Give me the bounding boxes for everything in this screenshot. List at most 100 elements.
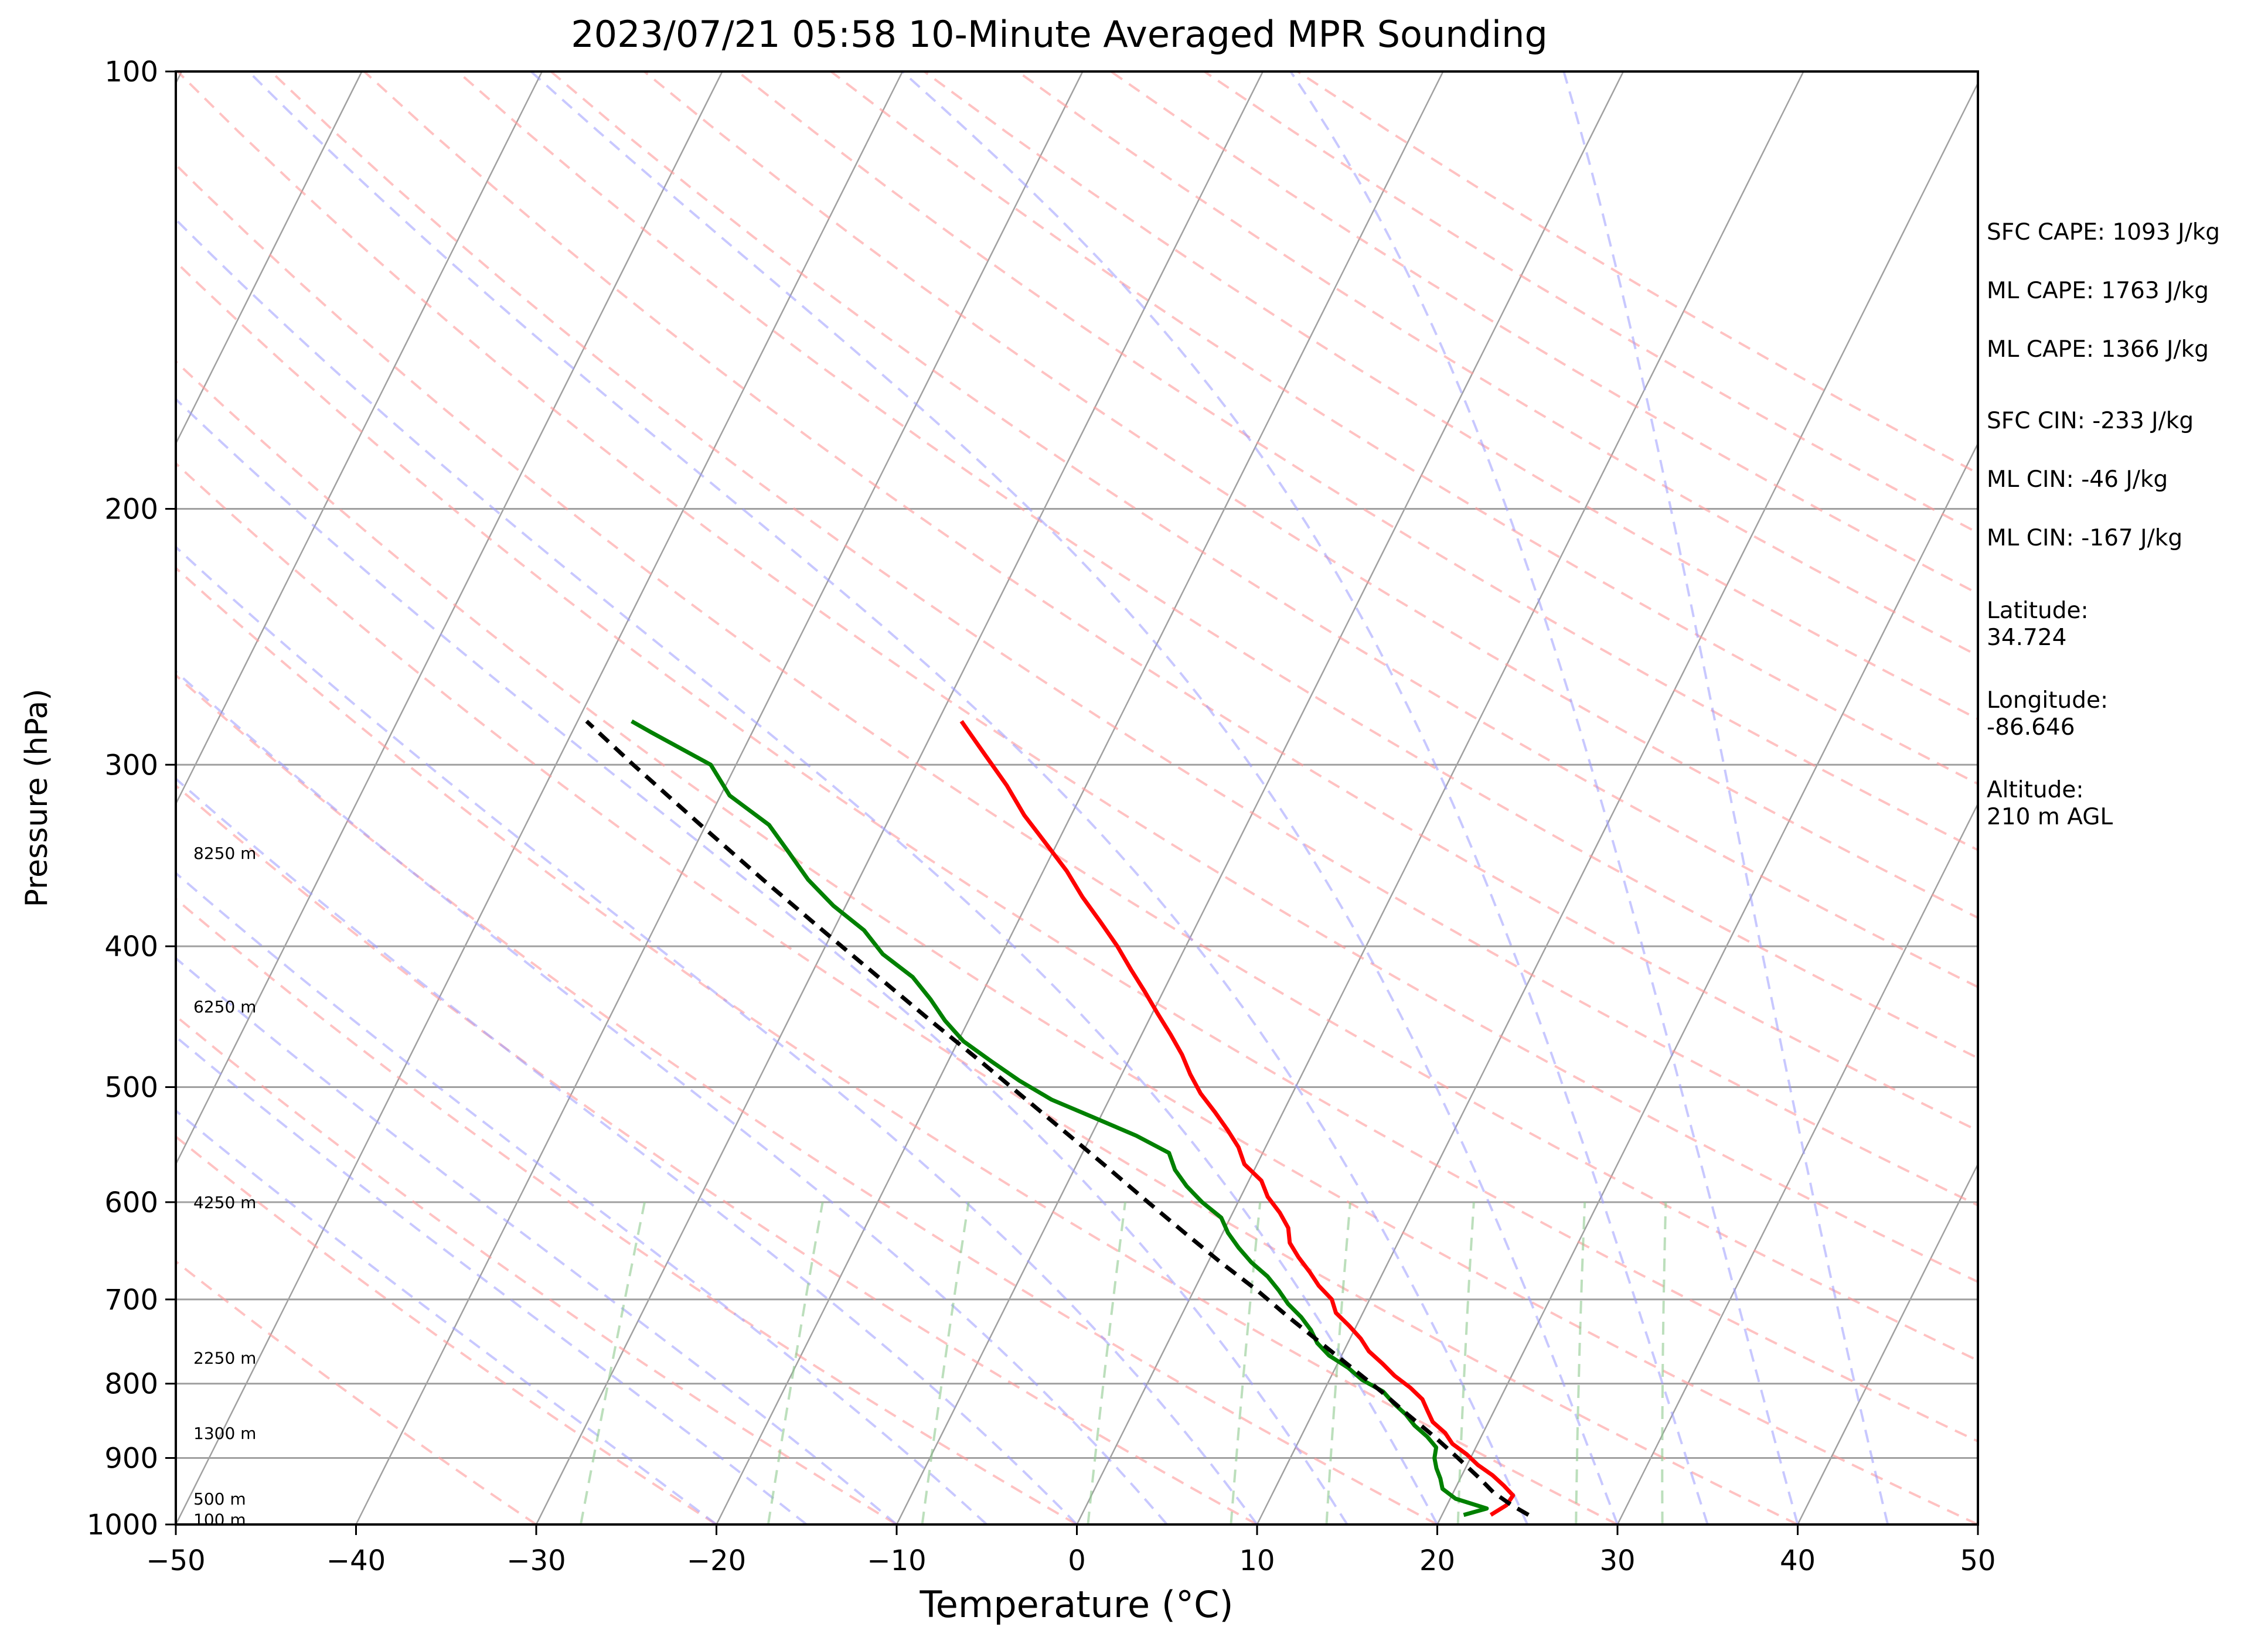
dry-adiabat-line — [176, 566, 1618, 1524]
moist-adiabat-line — [176, 1035, 808, 1524]
y-axis: 100 200 300 400 500 600 700 800 900 1000 — [87, 56, 176, 1541]
moist-adiabat-line — [1562, 71, 1889, 1524]
moist-adiabat-line — [901, 71, 1709, 1524]
moist-adiabat-line — [176, 217, 1439, 1524]
x-tick-label: −20 — [687, 1544, 746, 1577]
altitude-text: Altitude: 210 m AGL — [1987, 777, 2113, 830]
y-tick-label: 600 — [104, 1186, 158, 1219]
x-tick-label: 20 — [1419, 1544, 1455, 1577]
x-tick-label: −30 — [506, 1544, 566, 1577]
mixing-ratio-line — [767, 1202, 824, 1524]
parcel-profile-line — [585, 719, 1530, 1517]
y-axis-label: Pressure (hPa) — [19, 689, 55, 908]
x-tick-label: −50 — [146, 1544, 205, 1577]
moist-adiabat-line — [1289, 71, 1799, 1524]
x-tick-label: 40 — [1780, 1544, 1816, 1577]
dry-adiabat-line — [830, 71, 1978, 786]
background-lines — [0, 71, 1978, 1524]
dry-adiabat-line — [176, 897, 1078, 1524]
y-tick-label: 200 — [104, 493, 158, 526]
ml-cin-text-1: ML CIN: -46 J/kg — [1987, 466, 2168, 493]
dry-adiabat-line — [550, 71, 1978, 988]
longitude-text: Longitude: -86.646 — [1987, 687, 2109, 741]
y-tick-label: 300 — [104, 749, 158, 782]
sfc-cin-text: SFC CIN: -233 J/kg — [1987, 408, 2194, 434]
dry-adiabat-line — [176, 1260, 537, 1524]
isotherm-line — [0, 71, 2, 1524]
moist-adiabat-line — [176, 397, 1348, 1524]
dewpoint-profile-line — [631, 719, 1489, 1517]
moist-adiabat-line — [176, 777, 1078, 1524]
dry-adiabat-line — [176, 784, 1258, 1524]
x-tick-label: 30 — [1599, 1544, 1635, 1577]
x-tick-label: 50 — [1960, 1544, 1995, 1577]
isotherm-line — [176, 71, 543, 806]
y-tick-label: 400 — [104, 930, 158, 963]
mixing-ratio-line — [580, 1202, 646, 1524]
dry-adiabat-line — [176, 462, 1799, 1524]
isotherm-line — [355, 71, 1084, 1524]
height-label: 8250 m — [193, 844, 256, 863]
height-label: 6250 m — [193, 997, 256, 1017]
mixing-ratio-line — [1575, 1202, 1586, 1524]
moist-adiabat-line — [176, 1109, 717, 1524]
plot-frame — [175, 70, 1979, 1526]
x-axis-label: Temperature (°C) — [919, 1583, 1233, 1626]
x-tick-label: −40 — [326, 1544, 386, 1577]
isotherm-line — [1797, 1162, 1978, 1524]
y-tick-label: 100 — [104, 56, 158, 88]
y-tick-label: 500 — [104, 1071, 158, 1104]
sfc-cape-text: SFC CAPE: 1093 J/kg — [1987, 219, 2221, 245]
moist-adiabat-line — [176, 871, 988, 1524]
mixing-ratio-line — [1456, 1202, 1475, 1524]
dry-adiabat-line — [363, 71, 1978, 1133]
dry-adiabat-line — [176, 673, 1438, 1524]
dry-adiabat-line — [176, 360, 1978, 1524]
mixing-ratio-line — [1230, 1202, 1262, 1524]
dry-adiabat-line — [1017, 71, 1978, 657]
temperature-profile-line — [959, 719, 1516, 1517]
latitude-text: Latitude: 34.724 — [1987, 598, 2089, 651]
x-tick-label: 10 — [1239, 1544, 1275, 1577]
y-tick-label: 1000 — [87, 1509, 158, 1541]
isotherm-line — [176, 71, 904, 1524]
moist-adiabat-line — [176, 956, 898, 1524]
x-tick-label: 0 — [1068, 1544, 1086, 1577]
height-label: 4250 m — [193, 1193, 256, 1212]
isotherm-line — [716, 71, 1444, 1524]
x-tick-label: −10 — [867, 1544, 926, 1577]
height-label: 2250 m — [193, 1349, 256, 1368]
height-label: 1300 m — [193, 1424, 256, 1443]
isotherm-line — [1616, 802, 1978, 1524]
isotherm-line — [1256, 81, 1978, 1524]
mixing-ratio-line — [1087, 1202, 1126, 1524]
height-label: 100 m — [193, 1510, 246, 1529]
dry-adiabat-line — [176, 163, 1978, 1362]
moist-adiabat-line — [176, 670, 1168, 1524]
dry-adiabat-line — [737, 71, 1978, 852]
dry-adiabat-line — [270, 71, 1978, 1207]
x-axis: −50 −40 −30 −20 −10 0 10 20 30 40 50 — [146, 1524, 1996, 1577]
moist-adiabat-line — [176, 545, 1258, 1524]
ml-cape-text-2: ML CAPE: 1366 J/kg — [1987, 336, 2209, 363]
moist-adiabat-line — [247, 71, 1529, 1524]
mixing-ratio-line — [921, 1202, 970, 1524]
dry-adiabat-line — [176, 260, 1978, 1443]
mixing-ratio-line — [1325, 1202, 1351, 1524]
mixing-ratio-line — [1661, 1202, 1667, 1524]
data-lines — [585, 719, 1530, 1517]
ml-cin-text-2: ML CIN: -167 J/kg — [1987, 525, 2183, 551]
isotherm-line — [535, 71, 1264, 1524]
y-tick-label: 700 — [104, 1284, 158, 1316]
isotherm-line — [176, 71, 723, 1166]
isotherm-line — [1076, 71, 1804, 1524]
isotherm-line — [1436, 442, 1978, 1524]
moist-adiabat-line — [530, 71, 1619, 1524]
ml-cape-text-1: ML CAPE: 1763 J/kg — [1987, 278, 2209, 304]
dry-adiabat-line — [176, 71, 1978, 1284]
y-tick-label: 800 — [104, 1368, 158, 1401]
y-tick-label: 900 — [104, 1442, 158, 1475]
isotherm-line — [895, 71, 1625, 1524]
